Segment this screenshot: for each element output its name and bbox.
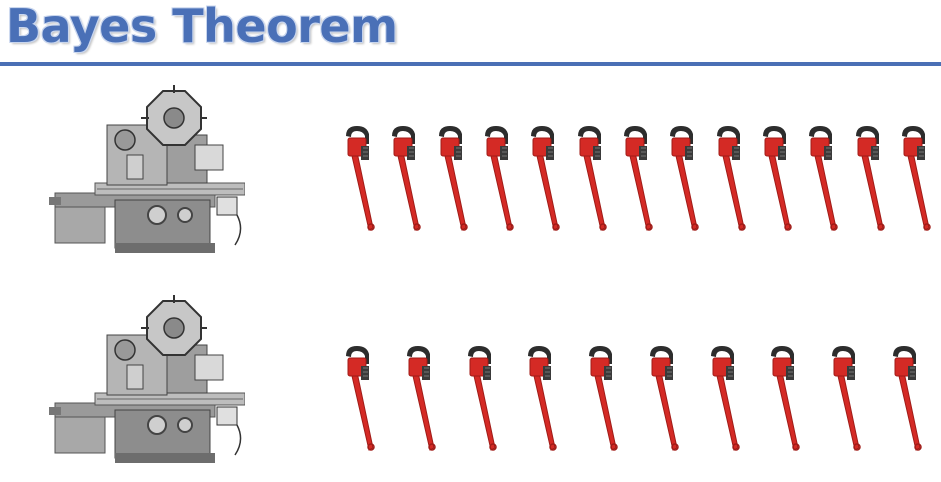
title-divider: [0, 62, 941, 66]
pipe-wrench-icon: [528, 124, 568, 234]
pipe-wrench-icon: [853, 124, 893, 234]
pipe-wrench-icon: [436, 124, 476, 234]
pipe-wrench-icon: [714, 124, 754, 234]
pipe-wrench-icon: [343, 124, 383, 234]
pipe-wrench-icon: [768, 344, 808, 454]
pipe-wrench-icon: [586, 344, 626, 454]
pipe-wrench-icon: [708, 344, 748, 454]
pipe-wrench-icon: [343, 344, 383, 454]
pipe-wrench-icon: [482, 124, 522, 234]
pipe-wrench-icon: [389, 124, 429, 234]
pipe-wrench-icon: [404, 344, 444, 454]
slide-title: Bayes Theorem: [6, 0, 398, 53]
milling-machine-icon: [45, 85, 246, 255]
pipe-wrench-icon: [465, 344, 505, 454]
pipe-wrench-icon: [667, 124, 707, 234]
pipe-wrench-icon: [647, 344, 687, 454]
pipe-wrench-icon: [806, 124, 846, 234]
pipe-wrench-icon: [829, 344, 869, 454]
pipe-wrench-icon: [760, 124, 800, 234]
milling-machine-icon: [45, 295, 246, 465]
pipe-wrench-icon: [890, 344, 930, 454]
pipe-wrench-icon: [525, 344, 565, 454]
pipe-wrench-icon: [621, 124, 661, 234]
pipe-wrench-icon: [899, 124, 939, 234]
pipe-wrench-icon: [575, 124, 615, 234]
